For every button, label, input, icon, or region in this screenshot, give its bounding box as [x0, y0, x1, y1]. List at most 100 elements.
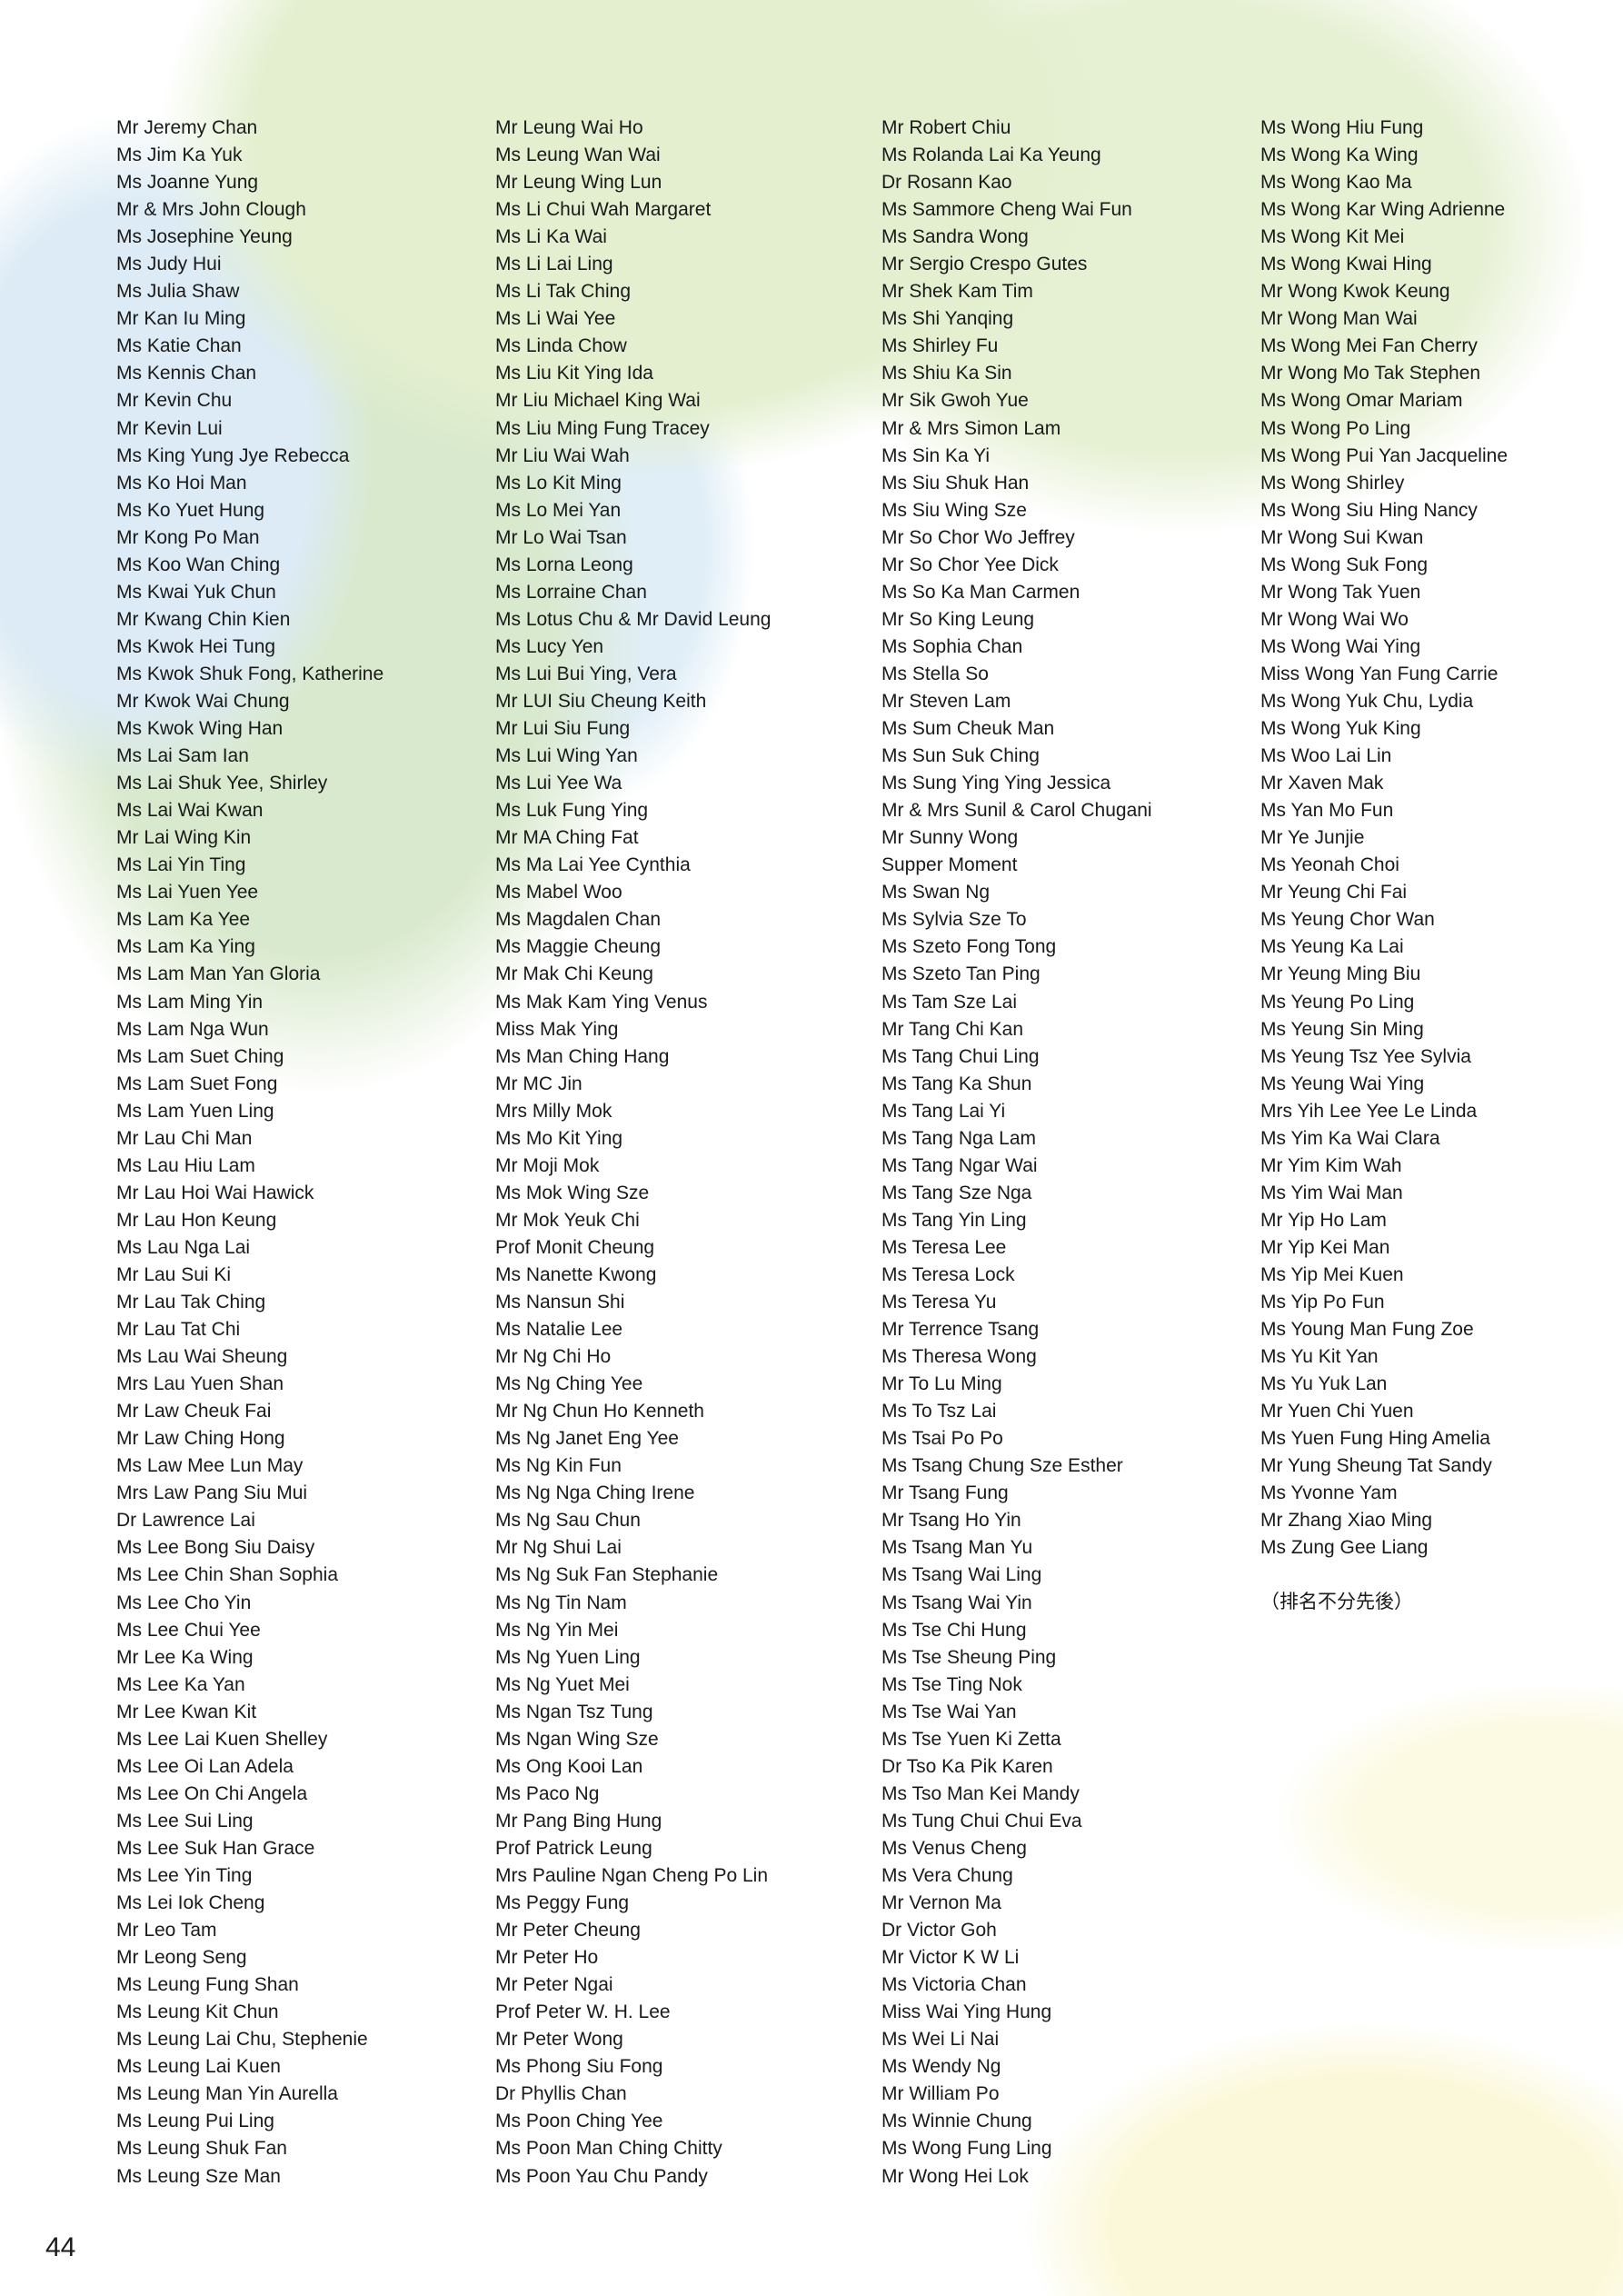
donor-name: Mr Kwok Wai Chung [116, 690, 290, 712]
donor-name: Mr Jeremy Chan [116, 117, 258, 138]
donor-name: Ms Lotus Chu & Mr David Leung [495, 608, 772, 630]
donor-name: Ms Tsang Wai Yin [881, 1592, 1032, 1613]
donor-name: Mr Peter Wong [495, 2029, 623, 2051]
donor-name: Mr Peter Cheung [495, 1920, 641, 1942]
donor-name: Ms Vera Chung [881, 1865, 1013, 1886]
donor-name: Ms Wong Ka Wing [1260, 145, 1419, 166]
donor-name: Mr Steven Lam [881, 690, 1011, 712]
donor-name: Ms Kwok Shuk Fong, Katherine [116, 663, 384, 684]
donor-name: Ms Lorna Leong [495, 554, 633, 575]
donor-name: Mr Victor K W Li [881, 1947, 1020, 1969]
donor-name: Ms Tse Wai Yan [881, 1701, 1017, 1722]
donor-name: Ms Yeung Wai Ying [1260, 1073, 1425, 1094]
donor-name: Mr William Po [881, 2083, 1000, 2105]
donor-name: Ms Yeung Po Ling [1260, 991, 1415, 1013]
donor-name: Ms Theresa Wong [881, 1346, 1037, 1368]
donor-name: Ms Ng Janet Eng Yee [495, 1428, 679, 1450]
donor-name: Mr Pang Bing Hung [495, 1810, 662, 1832]
donor-name: Mr Kwang Chin Kien [116, 608, 291, 630]
donor-name: Ms Yu Kit Yan [1260, 1346, 1379, 1368]
donor-name: Mr Ng Shui Lai [495, 1537, 622, 1559]
donor-name: Ms Shiu Ka Sin [881, 363, 1012, 384]
donor-name: Ms Yan Mo Fun [1260, 800, 1394, 822]
donor-name: Mr Wong Sui Kwan [1260, 526, 1424, 548]
donor-name: Ms Ko Hoi Man [116, 472, 247, 494]
donor-name: Dr Victor Goh [881, 1920, 997, 1942]
donor-name: Ms Lam Ka Yee [116, 909, 251, 931]
donor-name: Mr & Mrs Simon Lam [881, 417, 1061, 439]
donor-name: Mr Lee Kwan Kit [116, 1701, 257, 1722]
donor-name: Ms Natalie Lee [495, 1319, 623, 1341]
donor-name: Ms Kennis Chan [116, 363, 257, 384]
donor-name: Mr Mok Yeuk Chi [495, 1209, 640, 1231]
donor-name: Ms Kwok Hei Tung [116, 635, 276, 657]
donor-name: Ms Li Ka Wai [495, 226, 607, 248]
donor-name: Mr To Lu Ming [881, 1373, 1002, 1395]
donor-name: Mr Liu Michael King Wai [495, 390, 701, 412]
donor-name: Ms Victoria Chan [881, 1974, 1027, 1996]
donor-name: Ms Maggie Cheung [495, 936, 662, 958]
donor-name: Ms Lucy Yen [495, 635, 604, 657]
donor-name: Mr Lau Hon Keung [116, 1209, 277, 1231]
donor-name: Ms Wong Yuk Chu, Lydia [1260, 690, 1474, 712]
donor-name: Mr & Mrs Sunil & Carol Chugani [881, 800, 1152, 822]
donor-name: Mr Xaven Mak [1260, 773, 1384, 794]
page-number: 44 [45, 2232, 76, 2262]
donor-name: Ms Mabel Woo [495, 882, 622, 903]
donor-name: Ms Sin Ka Yi [881, 444, 991, 466]
donor-name: Mr Lau Tak Ching [116, 1292, 266, 1313]
donor-name: Ms Ng Yuet Mei [495, 1673, 630, 1695]
donor-name: Ms Wong Hiu Fung [1260, 117, 1424, 138]
donor-name: Ms Lee Chui Yee [116, 1619, 261, 1641]
donor-name: Ms Lei Iok Cheng [116, 1892, 265, 1914]
donor-name: Ms Lorraine Chan [495, 581, 647, 603]
donor-name: Ms Yeung Tsz Yee Sylvia [1260, 1045, 1471, 1067]
donor-name: Ms Tse Chi Hung [881, 1619, 1027, 1641]
donor-name: Mr Lau Chi Man [116, 1127, 253, 1149]
donor-name: Ms Sammore Cheng Wai Fun [881, 199, 1132, 221]
donor-name: Mr Peter Ngai [495, 1974, 613, 1996]
donor-name: Mrs Lau Yuen Shan [116, 1373, 284, 1395]
donor-name: Mr MA Ching Fat [495, 827, 639, 849]
donor-name: Ms Yvonne Yam [1260, 1482, 1398, 1504]
donor-name: Ms Ng Nga Ching Irene [495, 1482, 695, 1504]
donor-name: Ms Mak Kam Ying Venus [495, 991, 708, 1013]
donor-name: Ms Woo Lai Lin [1260, 745, 1392, 767]
donor-name: Ms Lui Bui Ying, Vera [495, 663, 677, 684]
donor-name: Ms Wendy Ng [881, 2056, 1001, 2078]
donor-name: Ms King Yung Jye Rebecca [116, 444, 350, 466]
donor-name: Ms Ma Lai Yee Cynthia [495, 854, 691, 876]
donor-name: Ms Lam Nga Wun [116, 1018, 269, 1040]
donor-name: Ms Tang Ngar Wai [881, 1154, 1038, 1176]
donor-name: Mr Wong Man Wai [1260, 308, 1418, 330]
donor-name: Ms Lee Sui Ling [116, 1810, 254, 1832]
donor-name: Ms Siu Shuk Han [881, 472, 1030, 494]
donor-name: Ms Swan Ng [881, 882, 991, 903]
donor-name: Mr Wong Hei Lok [881, 2165, 1029, 2187]
donor-name: Ms Teresa Lee [881, 1236, 1007, 1258]
donor-name: Mr Yim Kim Wah [1260, 1154, 1402, 1176]
donor-name: Ms Nanette Kwong [495, 1263, 657, 1285]
donor-name: Mr Wong Kwok Keung [1260, 281, 1450, 303]
donor-name: Ms Wong Kar Wing Adrienne [1260, 199, 1506, 221]
donor-name: Miss Wai Ying Hung [881, 2002, 1052, 2023]
donor-name: Mr Law Cheuk Fai [116, 1401, 272, 1423]
donor-name: Mr Tsang Fung [881, 1482, 1009, 1504]
donor-name: Ms Wong Fung Ling [881, 2138, 1052, 2160]
donor-name: Ms Tsang Wai Ling [881, 1564, 1042, 1586]
donor-name: Ms Koo Wan Ching [116, 554, 281, 575]
name-column-4: Ms Wong Hiu Fung Ms Wong Ka Wing Ms Wong K… [1260, 115, 1508, 1617]
donor-name: Ms Linda Chow [495, 335, 627, 357]
donor-name: Ms Lam Yuen Ling [116, 1100, 274, 1122]
donor-name: Mr Zhang Xiao Ming [1260, 1510, 1433, 1532]
donor-name: Ms Ng Sau Chun [495, 1510, 641, 1532]
donor-name: Dr Phyllis Chan [495, 2083, 627, 2105]
donor-name: Ms Lee Suk Han Grace [116, 1837, 315, 1859]
name-column-3: Mr Robert Chiu Ms Rolanda Lai Ka Yeung Dr … [881, 115, 1152, 2191]
donor-name: Ms Josephine Yeung [116, 226, 293, 248]
donor-name: Ms Yip Mei Kuen [1260, 1263, 1404, 1285]
donor-name: Ms Winnie Chung [881, 2111, 1032, 2132]
donor-name: Ms Liu Ming Fung Tracey [495, 417, 710, 439]
donor-name: Ms Tsang Chung Sze Esther [881, 1455, 1123, 1477]
donor-name: Ms Judy Hui [116, 254, 222, 275]
